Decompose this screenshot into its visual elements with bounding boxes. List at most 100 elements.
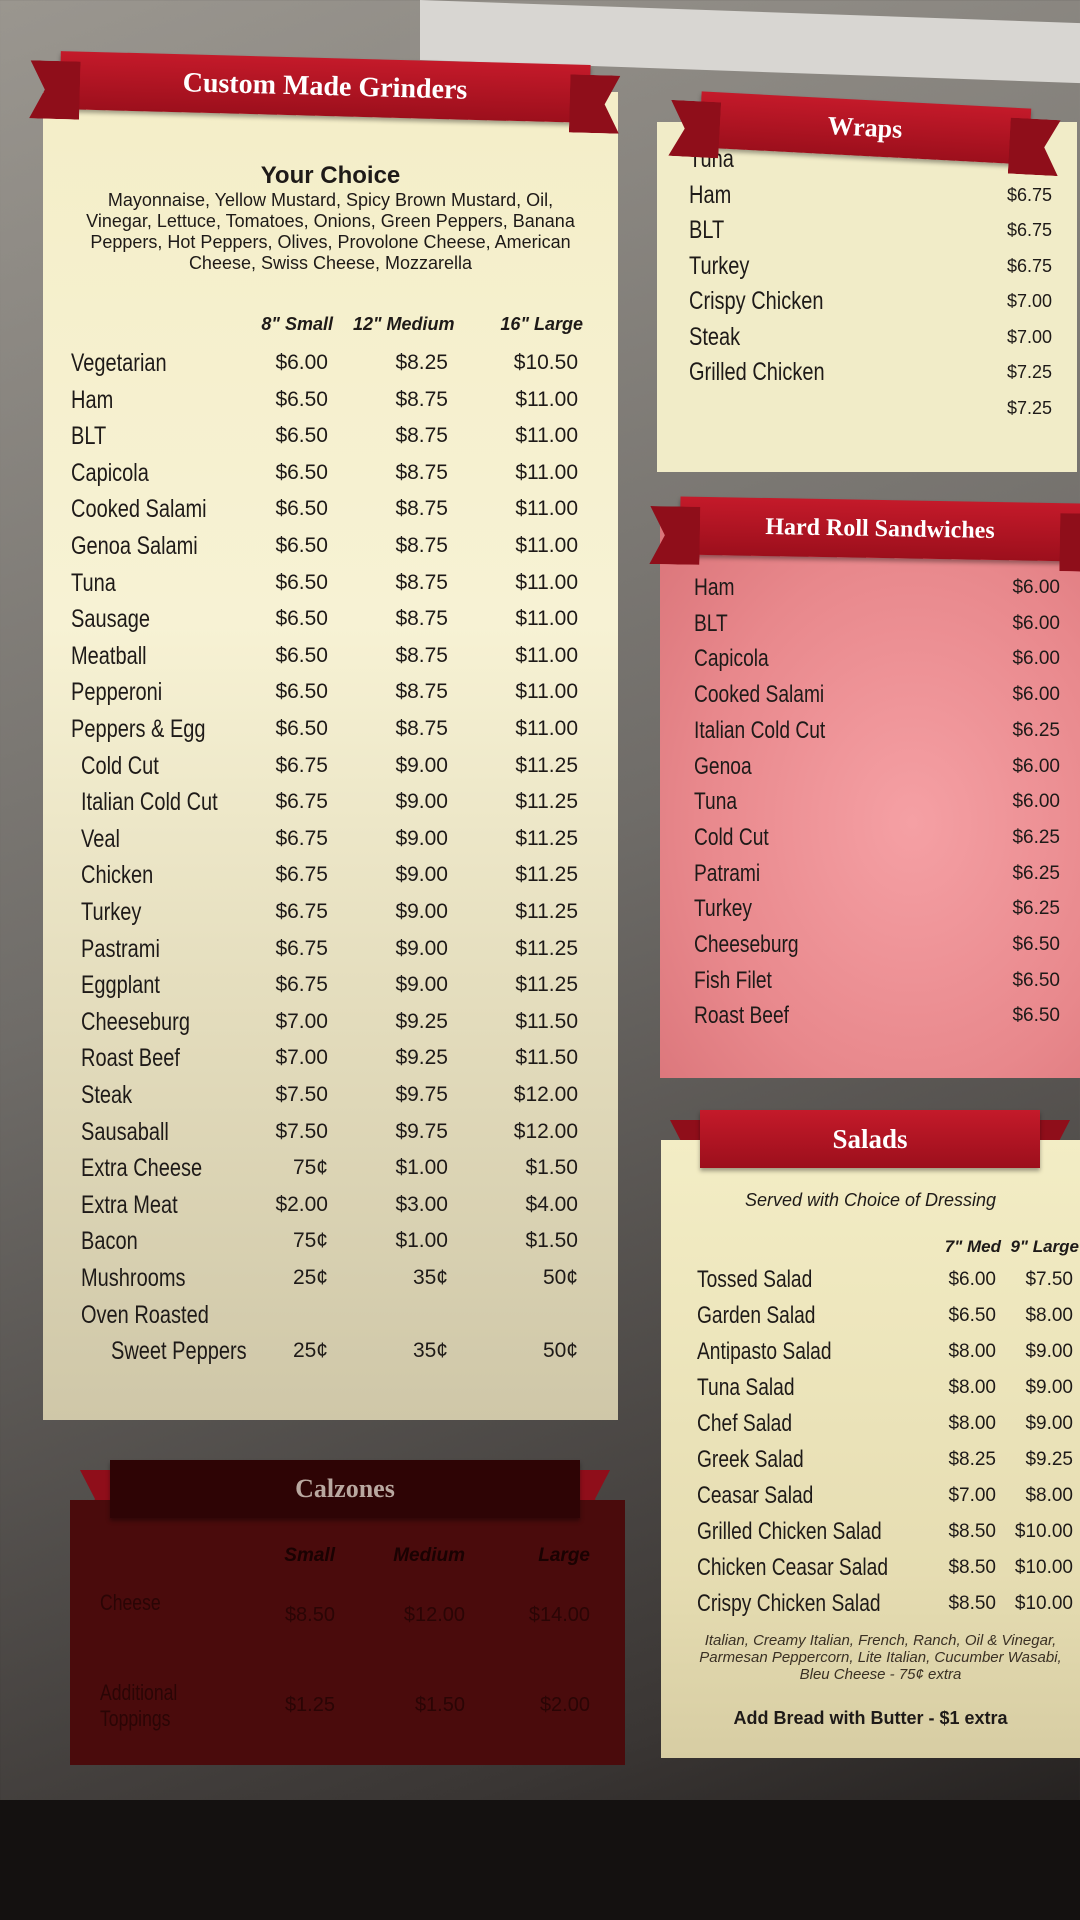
item-price: $12.00 bbox=[513, 1083, 578, 1106]
item-price: $6.50 bbox=[275, 424, 328, 448]
item-price: $11.00 bbox=[515, 643, 578, 667]
menu-item: Extra Meat $2.00 $3.00 $4.00 bbox=[43, 1187, 618, 1224]
menu-item: Sweet Peppers 25¢ 35¢ 50¢ bbox=[43, 1333, 618, 1370]
item-name: Cheese bbox=[100, 1590, 161, 1615]
item-price: 35¢ bbox=[412, 1339, 448, 1363]
item-name: Antipasto Salad bbox=[697, 1338, 832, 1365]
item-name: Extra Cheese bbox=[81, 1154, 203, 1183]
item-price: $6.75 bbox=[1006, 184, 1052, 205]
item-price: $8.75 bbox=[395, 534, 448, 557]
menu-item: Pastrami $6.75 $9.00 $11.25 bbox=[43, 931, 618, 968]
item-price: $11.25 bbox=[515, 936, 578, 960]
item-name: Roast Beef bbox=[694, 1002, 789, 1030]
item-price: $9.75 bbox=[395, 1083, 448, 1106]
item-price: $8.50 bbox=[284, 1604, 335, 1626]
item-name: Tuna Salad bbox=[697, 1374, 795, 1401]
calzones-banner: Calzones bbox=[110, 1460, 580, 1518]
item-name: Ham bbox=[689, 180, 732, 209]
item-price: $8.75 bbox=[395, 607, 448, 631]
size-header: 12" Medium bbox=[353, 314, 455, 334]
menu-item: Meatball $6.50 $8.75 $11.00 bbox=[43, 638, 618, 675]
menu-item: Tuna $6.50 $8.75 $11.00 bbox=[43, 565, 618, 602]
item-price: $11.00 bbox=[515, 424, 578, 448]
item-price: $1.25 bbox=[284, 1694, 335, 1716]
item-price: $6.25 bbox=[1012, 862, 1060, 884]
item-price: $6.75 bbox=[1006, 255, 1052, 276]
menu-item: Crispy Chicken Salad $8.50 $10.00 bbox=[661, 1586, 1080, 1622]
item-price: $8.25 bbox=[395, 351, 448, 374]
item-price: $6.75 bbox=[275, 753, 328, 777]
item-name: Italian Cold Cut bbox=[694, 716, 826, 744]
menu-item: Italian Cold Cut $6.75 $9.00 $11.25 bbox=[43, 784, 618, 821]
item-name: Cheeseburg bbox=[694, 931, 799, 958]
item-name: BLT bbox=[689, 216, 725, 244]
item-name: Grilled Chicken bbox=[689, 358, 825, 386]
item-price: $7.00 bbox=[948, 1485, 996, 1506]
item-price: $6.25 bbox=[1012, 826, 1060, 848]
item-price: $9.00 bbox=[395, 973, 448, 997]
item-price: $8.75 bbox=[395, 643, 448, 667]
menu-item: Peppers & Egg $6.50 $8.75 $11.00 bbox=[43, 711, 618, 748]
item-price: $11.00 bbox=[515, 570, 578, 594]
item-price: $11.00 bbox=[515, 460, 578, 484]
item-name: Genoa bbox=[694, 752, 752, 780]
item-price: 50¢ bbox=[542, 1266, 578, 1289]
item-price: 75¢ bbox=[292, 1229, 328, 1253]
item-price: $3.00 bbox=[395, 1192, 448, 1216]
item-price: $6.00 bbox=[1012, 684, 1060, 706]
menu-item: Extra Cheese 75¢ $1.00 $1.50 bbox=[43, 1150, 618, 1187]
menu-item: Sausage $6.50 $8.75 $11.00 bbox=[43, 601, 618, 638]
item-name: Pepperoni bbox=[71, 678, 163, 707]
item-price: $6.25 bbox=[1012, 898, 1060, 920]
item-price: $11.25 bbox=[515, 790, 578, 814]
item-price: $9.00 bbox=[1025, 1377, 1073, 1398]
item-price: $1.50 bbox=[525, 1229, 578, 1253]
item-price: $6.50 bbox=[1012, 934, 1060, 955]
item-name: Cooked Salami bbox=[71, 495, 207, 524]
item-price: $7.25 bbox=[1006, 397, 1052, 418]
item-price: $9.00 bbox=[395, 936, 448, 960]
item-price: $1.00 bbox=[395, 1156, 448, 1180]
item-price: $8.25 bbox=[948, 1449, 996, 1470]
size-header: Small bbox=[284, 1545, 335, 1566]
item-price: $11.00 bbox=[515, 387, 578, 411]
menu-item: Capicola $6.50 $8.75 $11.00 bbox=[43, 455, 618, 492]
size-header: 16" Large bbox=[500, 314, 583, 334]
item-name: Bacon bbox=[81, 1227, 138, 1256]
choice-text: Mayonnaise, Yellow Mustard, Spicy Brown … bbox=[86, 190, 575, 273]
item-price: $9.00 bbox=[395, 900, 448, 923]
item-price: 50¢ bbox=[542, 1339, 578, 1363]
wraps-panel: Tuna Ham $6.75 BLT $6.75 Turkey $6.75 Crispy Ch… bbox=[657, 122, 1077, 472]
item-name: Roast Beef bbox=[81, 1044, 180, 1073]
menu-item: $7.25 bbox=[657, 391, 1077, 427]
item-name: Turkey bbox=[694, 895, 752, 923]
table-surface bbox=[0, 1800, 1080, 1920]
item-name: BLT bbox=[694, 609, 728, 637]
menu-item: Antipasto Salad $8.00 $9.00 bbox=[661, 1334, 1080, 1370]
item-price: $14.00 bbox=[528, 1604, 590, 1626]
menu-item: BLT $6.75 bbox=[657, 213, 1077, 249]
item-price: $6.75 bbox=[275, 790, 328, 814]
item-price: $9.25 bbox=[395, 1009, 448, 1033]
menu-item: Cheese $8.50 $12.00 $14.00 bbox=[70, 1570, 625, 1660]
item-price: $10.00 bbox=[1014, 1557, 1073, 1578]
menu-item: Cold Cut $6.75 $9.00 $11.25 bbox=[43, 748, 618, 785]
item-name: Turkey bbox=[81, 898, 142, 926]
item-name: Cold Cut bbox=[81, 751, 159, 780]
menu-item: Oven Roasted bbox=[43, 1297, 618, 1334]
item-price: $10.00 bbox=[1014, 1521, 1073, 1542]
item-price: $9.25 bbox=[395, 1046, 448, 1070]
item-price: 35¢ bbox=[412, 1266, 448, 1289]
item-name: Eggplant bbox=[81, 971, 160, 1000]
menu-item: Cheeseburg $6.50 bbox=[660, 927, 1080, 963]
menu-item: Ham $6.50 $8.75 $11.00 bbox=[43, 382, 618, 419]
item-name: Garden Salad bbox=[697, 1302, 816, 1329]
item-price: $11.25 bbox=[515, 973, 578, 997]
size-header: Medium bbox=[393, 1545, 465, 1566]
item-price: $11.25 bbox=[515, 753, 578, 777]
item-name: Steak bbox=[81, 1081, 133, 1109]
item-price: $6.50 bbox=[275, 570, 328, 594]
menu-item: Tuna $6.00 bbox=[660, 784, 1080, 820]
menu-item: Vegetarian $6.00 $8.25 $10.50 bbox=[43, 345, 618, 382]
size-header: 9" Large bbox=[1010, 1237, 1079, 1256]
